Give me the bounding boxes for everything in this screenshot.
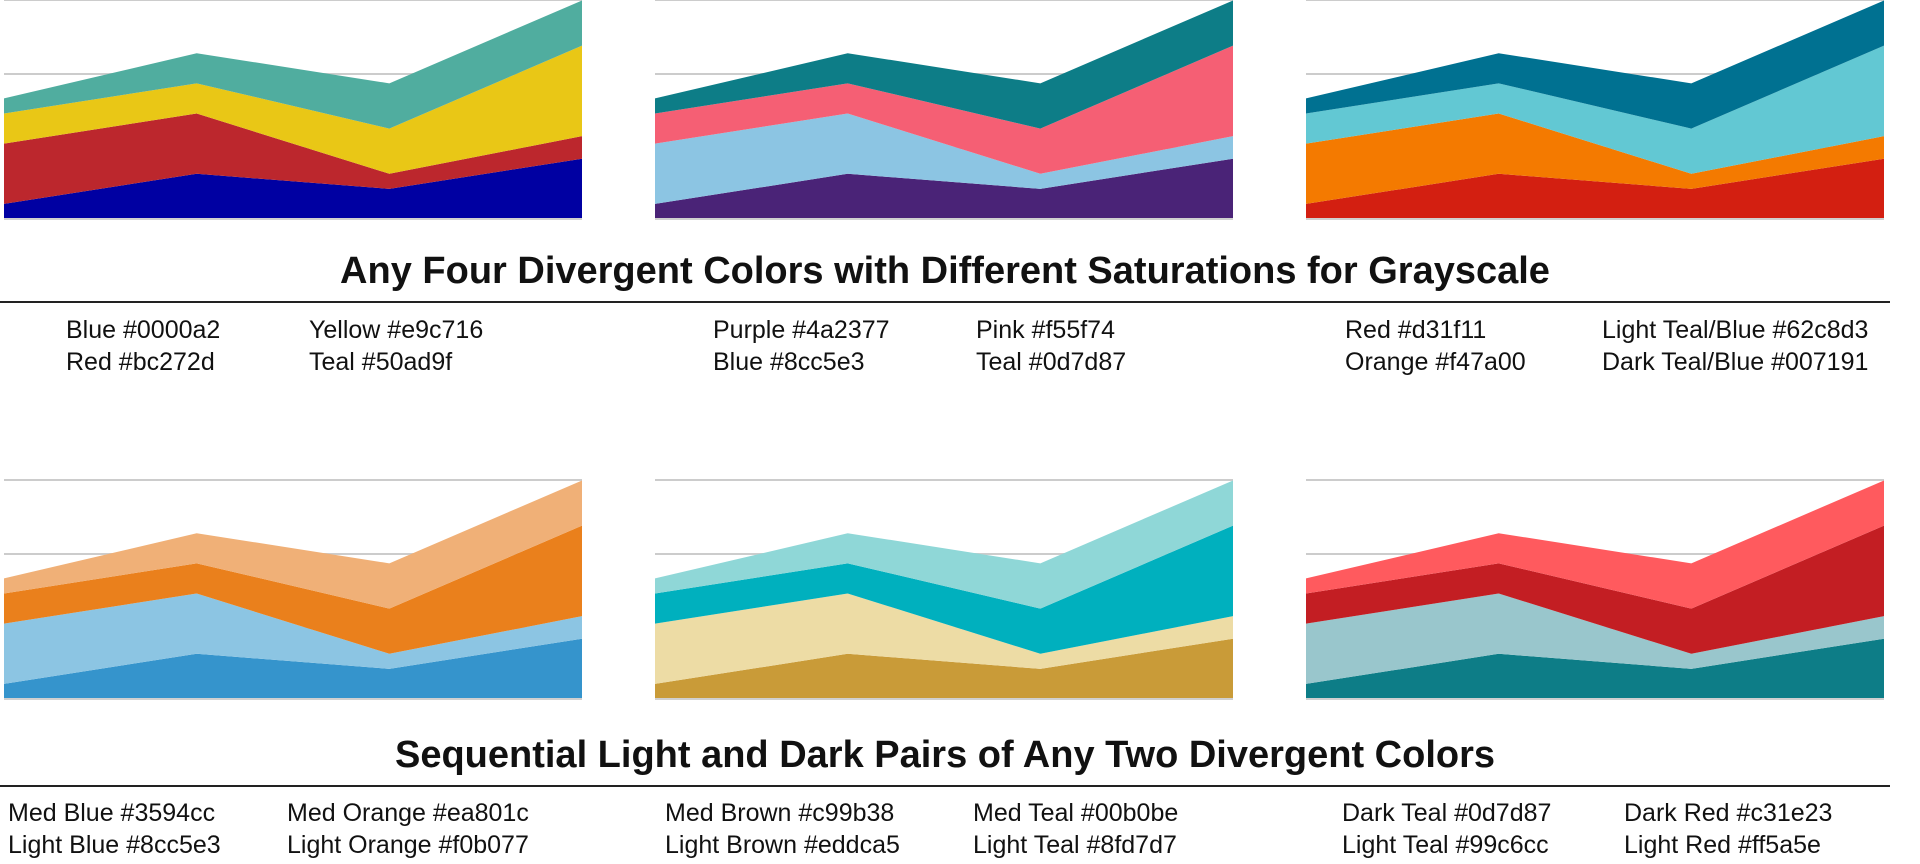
legend-chart-2-col-2: Pink #f55f74 Teal #0d7d87 (976, 314, 1126, 378)
legend-chart-3-col-1: Red #d31f11 Orange #f47a00 (1345, 314, 1526, 378)
area-chart-6 (1306, 479, 1884, 702)
area-chart-2 (655, 0, 1233, 222)
legend-chart-4-col-1: Med Blue #3594cc Light Blue #8cc5e3 (8, 797, 221, 861)
area-series-3 (4, 525, 582, 654)
area-chart-3 (1306, 0, 1884, 222)
area-series-2 (4, 113, 582, 204)
area-series-2 (655, 113, 1233, 204)
area-chart-1 (4, 0, 582, 222)
area-series-1 (655, 158, 1233, 219)
legend-item: Light Teal #99c6cc (1342, 831, 1549, 859)
section-title-grayscale: Any Four Divergent Colors with Different… (340, 250, 1550, 292)
legend-chart-6-col-1: Dark Teal #0d7d87 Light Teal #99c6cc (1342, 797, 1551, 861)
legend-chart-4-col-2: Med Orange #ea801c Light Orange #f0b077 (287, 797, 529, 861)
legend-item: Orange #f47a00 (1345, 348, 1526, 376)
legend-item: Pink #f55f74 (976, 316, 1115, 344)
legend-item: Red #d31f11 (1345, 316, 1487, 344)
legend-item: Med Blue #3594cc (8, 799, 216, 827)
legend-item: Dark Red #c31e23 (1624, 799, 1833, 827)
area-series-3 (655, 525, 1233, 654)
area-series-3 (655, 45, 1233, 174)
legend-item: Teal #50ad9f (309, 348, 453, 376)
area-chart-4 (4, 479, 582, 702)
legend-chart-5-col-1: Med Brown #c99b38 Light Brown #eddca5 (665, 797, 900, 861)
area-series-4 (4, 480, 582, 609)
area-series-1 (4, 638, 582, 699)
legend-item: Light Teal #8fd7d7 (973, 831, 1177, 859)
legend-item: Med Orange #ea801c (287, 799, 529, 827)
section-divider-2 (0, 785, 1890, 787)
legend-item: Blue #8cc5e3 (713, 348, 865, 376)
area-series-1 (1306, 158, 1884, 219)
area-series-3 (1306, 525, 1884, 654)
legend-item: Med Brown #c99b38 (665, 799, 895, 827)
area-series-3 (1306, 45, 1884, 174)
legend-chart-1-col-2: Yellow #e9c716 Teal #50ad9f (309, 314, 483, 378)
area-series-2 (1306, 593, 1884, 684)
legend-chart-5-col-2: Med Teal #00b0be Light Teal #8fd7d7 (973, 797, 1178, 861)
area-series-4 (1306, 0, 1884, 129)
legend-item: Dark Teal/Blue #007191 (1602, 348, 1869, 376)
legend-item: Light Orange #f0b077 (287, 831, 529, 859)
area-series-1 (4, 158, 582, 219)
legend-chart-2-col-1: Purple #4a2377 Blue #8cc5e3 (713, 314, 890, 378)
area-series-4 (655, 0, 1233, 129)
area-series-2 (4, 593, 582, 684)
legend-item: Red #bc272d (66, 348, 215, 376)
area-series-4 (4, 0, 582, 129)
area-series-2 (655, 593, 1233, 684)
legend-item: Light Red #ff5a5e (1624, 831, 1821, 859)
section-divider-1 (0, 301, 1890, 303)
area-series-4 (1306, 480, 1884, 609)
legend-item: Med Teal #00b0be (973, 799, 1179, 827)
area-series-3 (4, 45, 582, 174)
legend-item: Light Blue #8cc5e3 (8, 831, 221, 859)
area-chart-5 (655, 479, 1233, 702)
area-series-4 (655, 480, 1233, 609)
legend-item: Light Brown #eddca5 (665, 831, 900, 859)
section-title-sequential: Sequential Light and Dark Pairs of Any T… (394, 734, 1496, 776)
area-series-1 (655, 638, 1233, 699)
legend-chart-6-col-2: Dark Red #c31e23 Light Red #ff5a5e (1624, 797, 1832, 861)
legend-item: Light Teal/Blue #62c8d3 (1602, 316, 1869, 344)
legend-item: Dark Teal #0d7d87 (1342, 799, 1552, 827)
legend-item: Purple #4a2377 (713, 316, 890, 344)
legend-chart-3-col-2: Light Teal/Blue #62c8d3 Dark Teal/Blue #… (1602, 314, 1868, 378)
legend-chart-1-col-1: Blue #0000a2 Red #bc272d (66, 314, 220, 378)
area-series-1 (1306, 638, 1884, 699)
legend-item: Teal #0d7d87 (976, 348, 1127, 376)
area-series-2 (1306, 113, 1884, 204)
legend-item: Yellow #e9c716 (309, 316, 484, 344)
legend-item: Blue #0000a2 (66, 316, 221, 344)
